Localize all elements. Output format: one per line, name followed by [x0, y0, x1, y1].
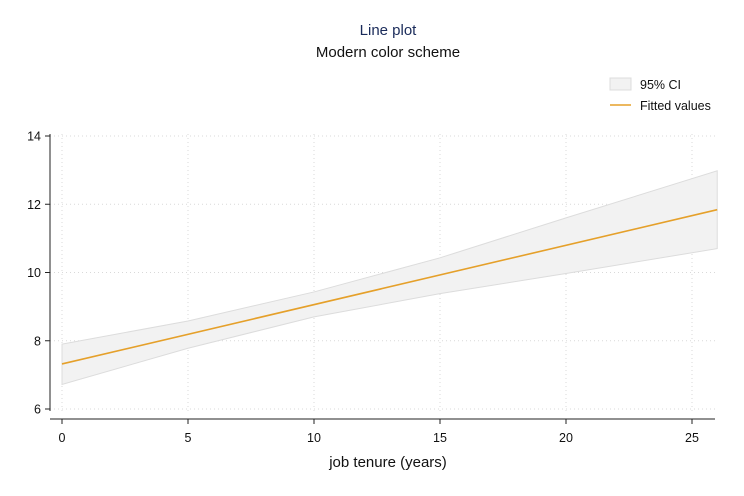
legend: 95% CI Fitted values [609, 77, 711, 113]
ticks: 6 8 10 12 14 0 5 10 15 20 25 [27, 130, 699, 446]
chart-title: Line plot [360, 22, 418, 39]
x-tick-label: 25 [685, 431, 699, 445]
ci-band-layer [61, 170, 718, 386]
x-tick-label: 10 [307, 431, 321, 445]
grid [50, 134, 715, 411]
ci-band [61, 170, 718, 386]
chart-subtitle: Modern color scheme [316, 44, 460, 61]
y-tick-label: 6 [34, 403, 41, 417]
legend-ci-label: 95% CI [640, 78, 681, 92]
x-tick-label: 5 [185, 431, 192, 445]
fitted-line-layer [61, 208, 718, 365]
legend-fitted-label: Fitted values [640, 99, 711, 113]
y-tick-label: 14 [27, 130, 41, 144]
y-tick-label: 12 [27, 198, 41, 212]
y-tick-label: 10 [27, 266, 41, 280]
legend-ci-swatch [609, 77, 632, 91]
x-tick-label: 15 [433, 431, 447, 445]
y-tick-label: 8 [34, 334, 41, 348]
fitted-values-line [61, 208, 718, 365]
x-tick-label: 0 [59, 431, 66, 445]
x-axis-title: job tenure (years) [328, 454, 447, 471]
x-tick-label: 20 [559, 431, 573, 445]
